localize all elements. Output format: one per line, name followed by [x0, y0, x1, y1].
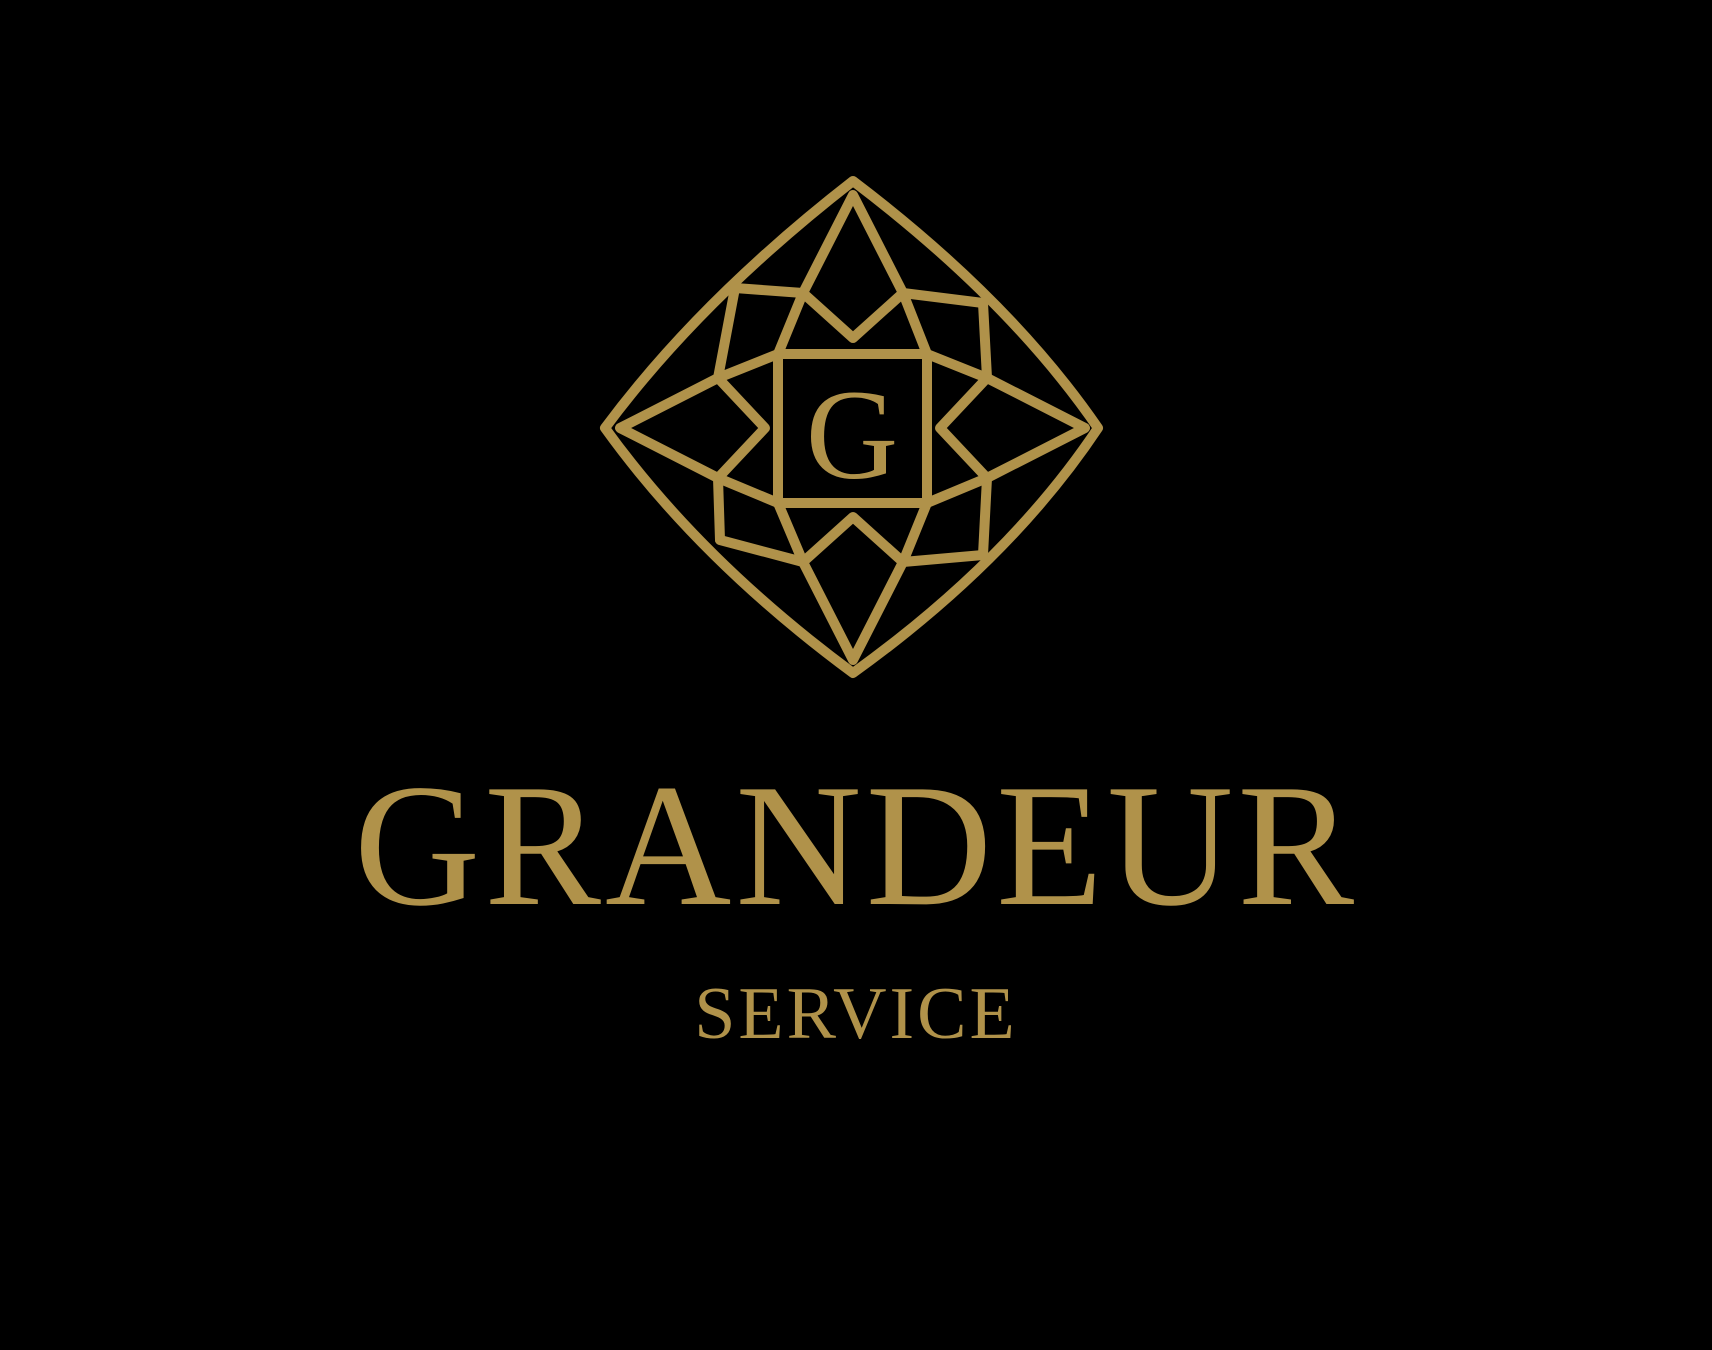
gem-outline [600, 176, 1103, 678]
gem-center-square [773, 349, 932, 508]
brand-tagline: SERVICE [694, 973, 1018, 1055]
monogram-letter: G [806, 364, 898, 506]
brand-name: GRANDEUR [353, 748, 1359, 942]
